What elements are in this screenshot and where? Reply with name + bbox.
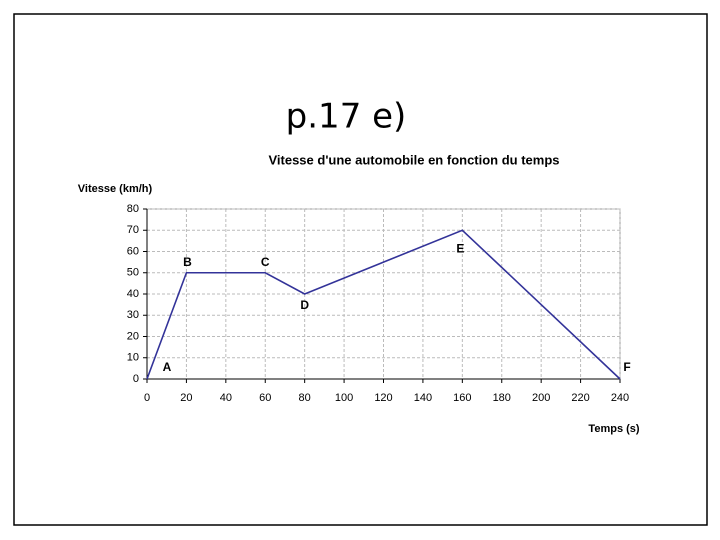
x-tick-label: 60 (259, 392, 271, 404)
y-tick-label: 50 (127, 267, 139, 279)
y-tick-label: 70 (127, 224, 139, 236)
point-annotation: B (183, 255, 192, 269)
x-tick-label: 200 (532, 392, 550, 404)
slide-title: p.17 e) (286, 97, 407, 137)
x-tick-label: 80 (299, 392, 311, 404)
y-tick-label: 0 (133, 373, 139, 385)
y-tick-label: 60 (127, 245, 139, 257)
y-tick-label: 30 (127, 309, 139, 321)
x-tick-label: 220 (571, 392, 589, 404)
x-tick-label: 160 (453, 392, 471, 404)
point-annotation: F (623, 360, 630, 374)
chart-title: Vitesse d'une automobile en fonction du … (268, 152, 559, 167)
x-tick-label: 40 (220, 392, 232, 404)
x-tick-label: 120 (374, 392, 392, 404)
x-tick-label: 0 (144, 392, 150, 404)
data-line (146, 229, 621, 380)
x-tick-label: 180 (493, 392, 511, 404)
x-tick-label: 240 (611, 392, 629, 404)
point-annotation: E (456, 241, 464, 255)
point-annotation: A (163, 360, 172, 374)
point-annotation: D (300, 298, 309, 312)
y-axis-label: Vitesse (km/h) (78, 183, 153, 195)
x-tick-label: 100 (335, 392, 353, 404)
y-tick-label: 20 (127, 330, 139, 342)
y-tick-label: 10 (127, 352, 139, 364)
y-tick-label: 40 (127, 288, 139, 300)
x-axis-label: Temps (s) (588, 423, 639, 435)
point-annotation: C (261, 255, 270, 269)
x-tick-label: 20 (180, 392, 192, 404)
y-tick-label: 80 (127, 203, 139, 215)
slide-border (13, 13, 708, 526)
x-tick-label: 140 (414, 392, 432, 404)
